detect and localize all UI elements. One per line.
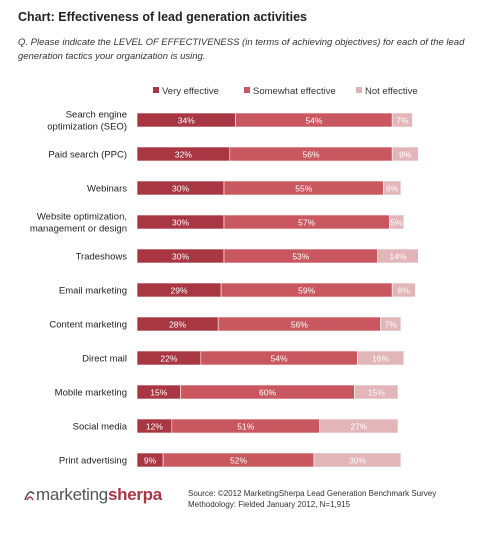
bar-segment-not xyxy=(319,418,399,434)
bar-value-label: 6% xyxy=(386,183,399,193)
source-note: Source: ©2012 MarketingSherpa Lead Gener… xyxy=(188,488,436,510)
legend-swatch-not xyxy=(356,87,362,93)
marketingsherpa-logo: marketingsherpa xyxy=(24,485,162,505)
bar-value-label: 54% xyxy=(271,353,288,363)
bar-segment-not xyxy=(380,316,402,332)
bar-value-label: 15% xyxy=(368,387,385,397)
bar-value-label: 14% xyxy=(389,251,406,261)
legend-label-very: Very effective xyxy=(162,86,219,97)
bar-value-label: 54% xyxy=(305,115,322,125)
bar-value-label: 12% xyxy=(146,421,163,431)
bar-value-label: 7% xyxy=(396,115,409,125)
category-label: Print advertising xyxy=(59,456,127,467)
methodology-line: Methodology: Fielded January 2012, N=1,9… xyxy=(188,500,351,509)
survey-question: Q. Please indicate the LEVEL OF EFFECTIV… xyxy=(18,37,465,62)
category-label: Mobile marketing xyxy=(55,388,127,399)
bar-value-label: 22% xyxy=(160,353,177,363)
bar-segment-not xyxy=(383,180,402,196)
bar-value-label: 53% xyxy=(292,251,309,261)
bar-segment-not xyxy=(354,384,399,400)
bar-value-label: 56% xyxy=(291,319,308,329)
bar-value-label: 9% xyxy=(399,149,412,159)
bar-value-label: 30% xyxy=(349,455,366,465)
category-label: Content marketing xyxy=(49,320,127,331)
bar-value-label: 51% xyxy=(237,421,254,431)
bar-value-label: 30% xyxy=(172,217,189,227)
bar-value-label: 27% xyxy=(350,421,367,431)
category-label: Email marketing xyxy=(59,286,127,297)
category-label: Paid search (PPC) xyxy=(48,150,127,161)
bar-value-label: 29% xyxy=(171,285,188,295)
bar-segment-not xyxy=(377,248,419,264)
bar-value-label: 16% xyxy=(372,353,389,363)
bar-value-label: 59% xyxy=(298,285,315,295)
chart-title: Chart: Effectiveness of lead generation … xyxy=(18,10,307,24)
legend-swatch-somewhat xyxy=(244,87,250,93)
bar-value-label: 28% xyxy=(169,319,186,329)
bar-value-label: 7% xyxy=(385,319,398,329)
bar-value-label: 9% xyxy=(144,455,157,465)
bar-value-label: 32% xyxy=(175,149,192,159)
legend-label-not: Not effective xyxy=(365,86,418,97)
source-line: Source: ©2012 MarketingSherpa Lead Gener… xyxy=(188,489,437,498)
logo-text-sherpa: sherpa xyxy=(107,485,162,504)
legend-label-somewhat: Somewhat effective xyxy=(253,86,336,97)
category-label: Social media xyxy=(73,422,128,433)
bar-value-label: 52% xyxy=(230,455,247,465)
bar-segment-not xyxy=(357,350,405,366)
sherpa-mountain-icon xyxy=(24,491,35,501)
bar-value-label: 60% xyxy=(259,387,276,397)
bar-value-label: 30% xyxy=(172,251,189,261)
bar-value-label: 57% xyxy=(298,217,315,227)
bar-value-label: 30% xyxy=(172,183,189,193)
category-label: Direct mail xyxy=(82,354,127,365)
bar-value-label: 55% xyxy=(295,183,312,193)
bar-segment-not xyxy=(391,146,419,162)
category-label: Webinars xyxy=(87,184,127,195)
bar-segment-not xyxy=(391,112,413,128)
bar-segment-not xyxy=(313,452,402,468)
bar-value-label: 8% xyxy=(398,285,411,295)
bar-value-label: 5% xyxy=(390,217,403,227)
bar-value-label: 15% xyxy=(150,387,167,397)
legend-swatch-very xyxy=(153,87,159,93)
category-label: Website optimization, management or desig… xyxy=(30,212,127,235)
bar-value-label: 34% xyxy=(178,115,195,125)
bar-segment-not xyxy=(388,214,405,230)
logo-text-marketing: marketing xyxy=(36,485,108,504)
bar-segment-not xyxy=(391,282,416,298)
bar-value-label: 56% xyxy=(302,149,319,159)
category-label: Search engine optimization (SEO) xyxy=(47,110,127,133)
category-label: Tradeshows xyxy=(76,252,128,263)
